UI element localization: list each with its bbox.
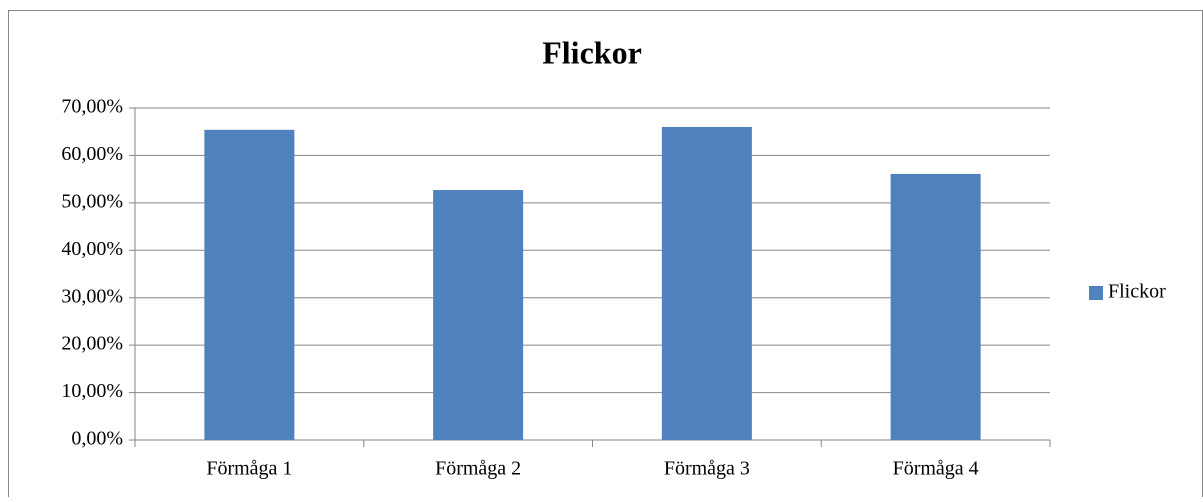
- x-tick-label: Förmåga 2: [435, 458, 521, 480]
- x-tick-label: Förmåga 4: [893, 458, 979, 480]
- x-tick-label: Förmåga 1: [206, 458, 292, 480]
- bar: [890, 173, 981, 440]
- y-tick-label: 50,00%: [61, 190, 123, 212]
- bar: [661, 126, 752, 440]
- chart-border: [8, 10, 1203, 501]
- legend-label: Flickor: [1108, 281, 1166, 303]
- y-tick-label: 40,00%: [61, 238, 123, 260]
- x-tick-label: Förmåga 3: [664, 458, 750, 480]
- y-tick-label: 20,00%: [61, 333, 123, 355]
- bar: [433, 190, 524, 440]
- bar: [204, 129, 295, 440]
- y-tick-label: 70,00%: [61, 96, 123, 118]
- y-tick-label: 60,00%: [61, 143, 123, 165]
- chart-title: Flickor: [542, 34, 642, 70]
- legend-swatch: [1089, 286, 1103, 300]
- y-tick-label: 10,00%: [61, 380, 123, 402]
- y-tick-label: 30,00%: [61, 285, 123, 307]
- y-tick-label: 0,00%: [71, 428, 123, 450]
